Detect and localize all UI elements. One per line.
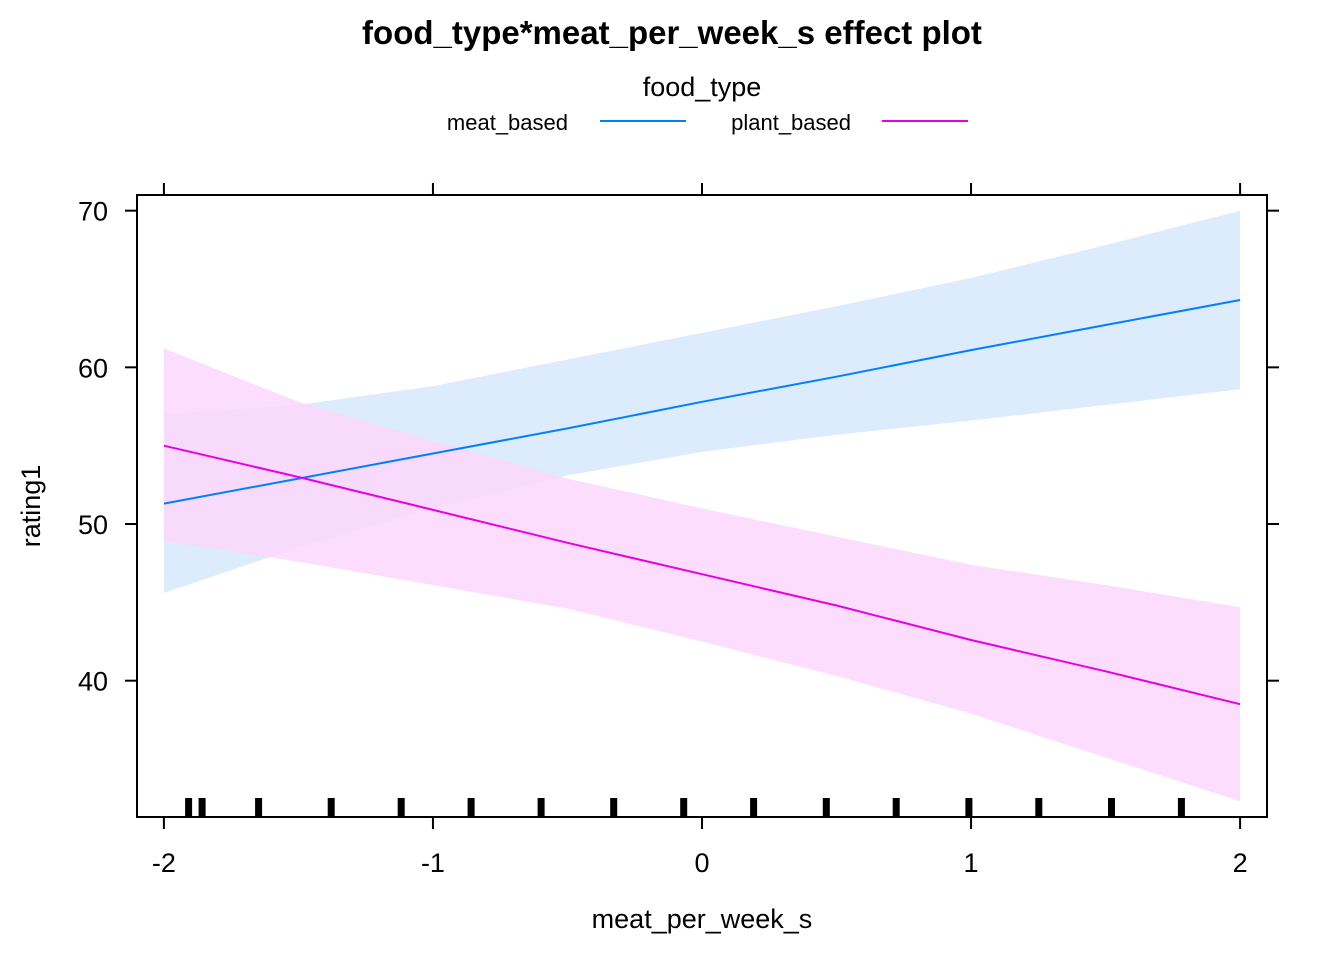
rug-mark [327,798,335,817]
rug-mark [680,798,688,817]
x-tick-label: -1 [421,848,445,878]
legend: meat_based plant_based [447,110,968,135]
rug-mark [185,798,193,817]
x-axis: -2 -1 0 1 2 [152,183,1248,878]
line-meat_based [163,299,1241,505]
rug-mark [965,798,973,817]
line-plant_based [163,444,1241,706]
legend-title: food_type [643,72,762,102]
rug-mark [1177,798,1185,817]
y-tick-label: 60 [78,353,108,383]
x-tick-label: 2 [1233,848,1248,878]
x-axis-label: meat_per_week_s [592,904,813,934]
x-tick-label: 1 [964,848,979,878]
rug-marks [185,798,1185,817]
x-tick-label: 0 [694,848,709,878]
rug-mark [255,798,263,817]
legend-label-plant_based: plant_based [731,110,851,135]
rug-mark [198,798,206,817]
rug-mark [1108,798,1115,817]
rug-mark [1035,798,1043,817]
rug-mark [822,798,830,817]
rug-mark [467,798,475,817]
legend-label-meat_based: meat_based [447,110,568,135]
rug-mark [892,798,900,817]
rug-mark [610,798,618,817]
rug-mark [537,798,545,817]
effect-lines [163,299,1241,706]
y-axis: 40 50 60 70 [78,197,1279,697]
y-axis-label: rating1 [16,465,46,548]
rug-mark [397,798,405,817]
y-tick-label: 40 [78,667,108,697]
rug-mark [750,798,758,817]
chart-title: food_type*meat_per_week_s effect plot [362,14,982,51]
y-tick-label: 70 [78,197,108,227]
confidence-bands [163,210,1241,802]
y-tick-label: 50 [78,510,108,540]
x-tick-label: -2 [152,848,176,878]
